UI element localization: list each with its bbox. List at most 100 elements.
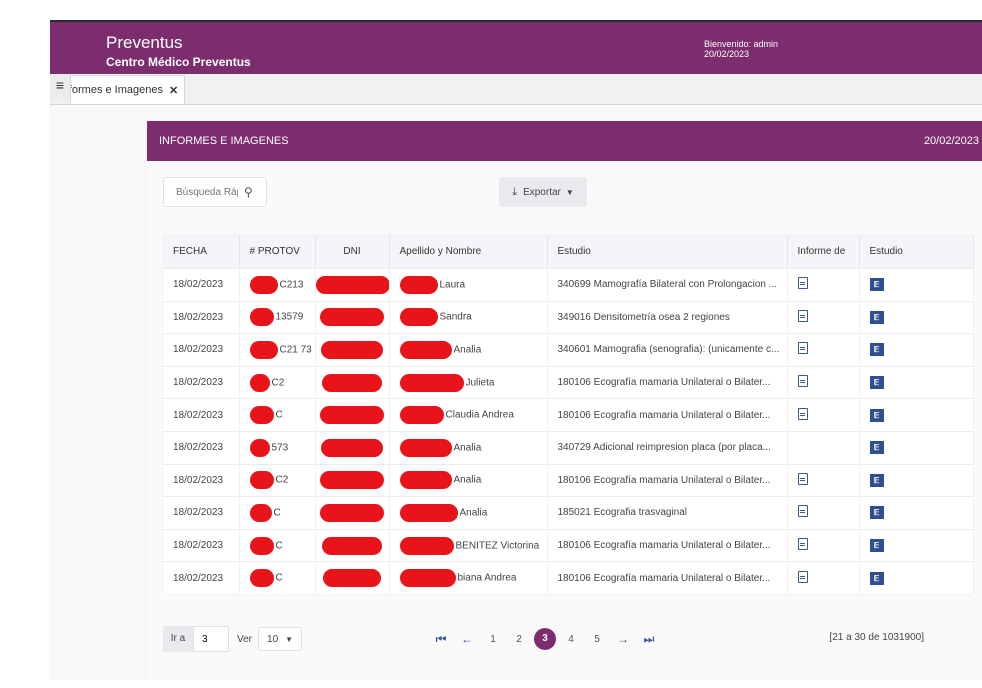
table-row[interactable]: 18/02/2023 13579 Sandra 349016 Densitometrí… <box>163 300 974 334</box>
page-size-value: 10 <box>267 633 279 645</box>
protov-text: C21 73 <box>279 344 312 356</box>
cell-informe <box>787 333 860 367</box>
export-button[interactable]: ⤓ Exportar ▼ <box>499 177 587 207</box>
image-viewer-icon[interactable]: 𝔼 <box>869 310 884 324</box>
nombre-text: Laura <box>439 279 466 291</box>
redaction-mark <box>399 275 438 294</box>
document-icon[interactable] <box>797 570 808 583</box>
table-row[interactable]: 18/02/2023 573 Analia 340729 Adicional reim… <box>163 430 974 465</box>
col-nombre[interactable]: Apellido y Nombre <box>389 235 548 269</box>
image-viewer-icon[interactable]: 𝔼 <box>869 343 884 357</box>
image-viewer-icon[interactable]: 𝔼 <box>869 571 884 585</box>
redaction-mark <box>249 340 278 359</box>
cell-nombre: Julieta <box>389 365 548 399</box>
cell-informe <box>787 496 860 530</box>
protov-text: 13579 <box>275 312 304 324</box>
redaction-mark <box>399 373 464 392</box>
protov-text: C <box>273 507 281 519</box>
cell-dni <box>315 333 390 367</box>
col-protov[interactable]: # PROTOV <box>239 235 316 269</box>
redaction-mark <box>320 406 384 425</box>
tab-informes-imagenes[interactable]: Informes e Imagenes ✕ <box>70 75 186 104</box>
col-estudio[interactable]: Estudio <box>547 235 788 269</box>
first-page-icon[interactable]: ⏮ <box>435 631 447 646</box>
redaction-mark <box>320 308 384 327</box>
prev-arrow-icon[interactable]: ← <box>461 632 473 646</box>
search-icon[interactable]: ⚲ <box>244 185 253 199</box>
table-row[interactable]: 18/02/2023 C Claudia Andrea 180106 Ecografí… <box>163 398 974 432</box>
document-icon[interactable] <box>797 375 808 388</box>
next-arrow-icon[interactable]: → <box>617 632 629 646</box>
search-input[interactable] <box>174 185 240 199</box>
cell-estudio: 180106 Ecografía mamaria Unilateral o Bi… <box>547 528 788 562</box>
table-row[interactable]: 18/02/2023 C BENITEZ Victorina 180106 Ecogr… <box>163 528 974 562</box>
image-viewer-icon[interactable]: 𝔼 <box>869 408 884 422</box>
col-fecha[interactable]: FECHA <box>163 235 240 269</box>
nombre-text: Analia <box>453 442 482 454</box>
protov-text: C2 <box>275 475 289 486</box>
redaction-mark <box>249 503 272 522</box>
cell-fecha: 18/02/2023 <box>163 398 240 432</box>
protov-text: C213 <box>279 279 304 291</box>
table-row[interactable]: 18/02/2023 C213 Laura 340699 Mamografía Bil… <box>163 268 974 302</box>
table-row[interactable]: 18/02/2023 C2 Analia 180106 Ecografía mamar… <box>163 463 974 497</box>
table-row[interactable]: 18/02/2023 C2 Julieta 180106 Ecografía mama… <box>163 365 974 399</box>
cell-nombre: BENITEZ Victorina <box>389 528 548 562</box>
document-icon[interactable] <box>797 309 808 322</box>
page-5[interactable]: 5 <box>594 633 600 645</box>
redaction-mark <box>399 471 452 490</box>
menu-toggle-icon[interactable]: ≡ <box>50 74 70 100</box>
cell-dni <box>315 300 390 334</box>
page-1[interactable]: 1 <box>490 633 496 645</box>
cell-study-viewer: 𝔼 <box>859 398 974 432</box>
image-viewer-icon[interactable]: 𝔼 <box>869 441 884 455</box>
cell-nombre: Analia <box>389 496 548 530</box>
col-informe[interactable]: Informe de <box>787 235 860 269</box>
page-4[interactable]: 4 <box>568 633 574 645</box>
image-viewer-icon[interactable]: 𝔼 <box>869 376 884 390</box>
page-3-current[interactable]: 3 <box>532 628 558 650</box>
document-icon[interactable] <box>797 538 808 551</box>
document-icon[interactable] <box>797 342 808 355</box>
document-icon[interactable] <box>797 277 808 290</box>
redaction-mark <box>399 308 438 327</box>
welcome-text: Bienvenido: admin <box>704 39 779 49</box>
header-date: 20/02/2023 <box>704 49 750 59</box>
col-study-viewer[interactable]: Estudio <box>859 235 974 269</box>
document-icon[interactable] <box>797 407 808 420</box>
goto-page-input[interactable] <box>193 626 229 652</box>
page-size-select[interactable]: 10 ▼ <box>258 627 303 651</box>
cell-estudio: 185021 Ecografia trasvaginal <box>547 496 788 530</box>
cell-estudio: 340601 Mamografia (senografia): (unicame… <box>547 333 788 367</box>
document-icon[interactable] <box>797 505 808 518</box>
nombre-text: Analia <box>453 475 482 486</box>
protov-text: C <box>275 409 283 421</box>
document-icon[interactable] <box>797 472 808 485</box>
image-viewer-icon[interactable]: 𝔼 <box>869 278 884 292</box>
page-2[interactable]: 2 <box>516 633 522 645</box>
cell-estudio: 340699 Mamografía Bilateral con Prolonga… <box>547 268 788 302</box>
redaction-mark <box>249 438 270 457</box>
col-dni[interactable]: DNI <box>315 235 390 269</box>
panel-header: INFORMES E IMAGENES 20/02/2023 <box>147 121 982 161</box>
close-icon[interactable]: ✕ <box>169 84 179 97</box>
image-viewer-icon[interactable]: 𝔼 <box>869 473 884 487</box>
table-row[interactable]: 18/02/2023 C21 73 Analia 340601 Mamografia … <box>163 333 974 367</box>
goto-label: Ir a <box>163 626 193 652</box>
redaction-mark <box>249 275 278 294</box>
cell-study-viewer: 𝔼 <box>859 528 974 562</box>
image-viewer-icon[interactable]: 𝔼 <box>869 506 884 520</box>
redaction-mark <box>322 373 382 392</box>
last-page-icon[interactable]: ⏭ <box>643 631 655 646</box>
cell-fecha: 18/02/2023 <box>163 268 240 302</box>
cell-informe <box>787 398 860 432</box>
table-row[interactable]: 18/02/2023 C Analia 185021 Ecografia trasva… <box>163 496 974 530</box>
quick-search[interactable]: ⚲ <box>163 177 267 207</box>
table-header: FECHA # PROTOV DNI Apellido y Nombre Est… <box>163 235 974 269</box>
cell-fecha: 18/02/2023 <box>163 430 240 465</box>
center-name: Centro Médico Preventus <box>106 55 251 69</box>
nombre-text: Claudia Andrea <box>445 409 514 421</box>
image-viewer-icon[interactable]: 𝔼 <box>869 539 884 553</box>
user-info: Bienvenido: admin 20/02/2023 <box>704 39 778 59</box>
